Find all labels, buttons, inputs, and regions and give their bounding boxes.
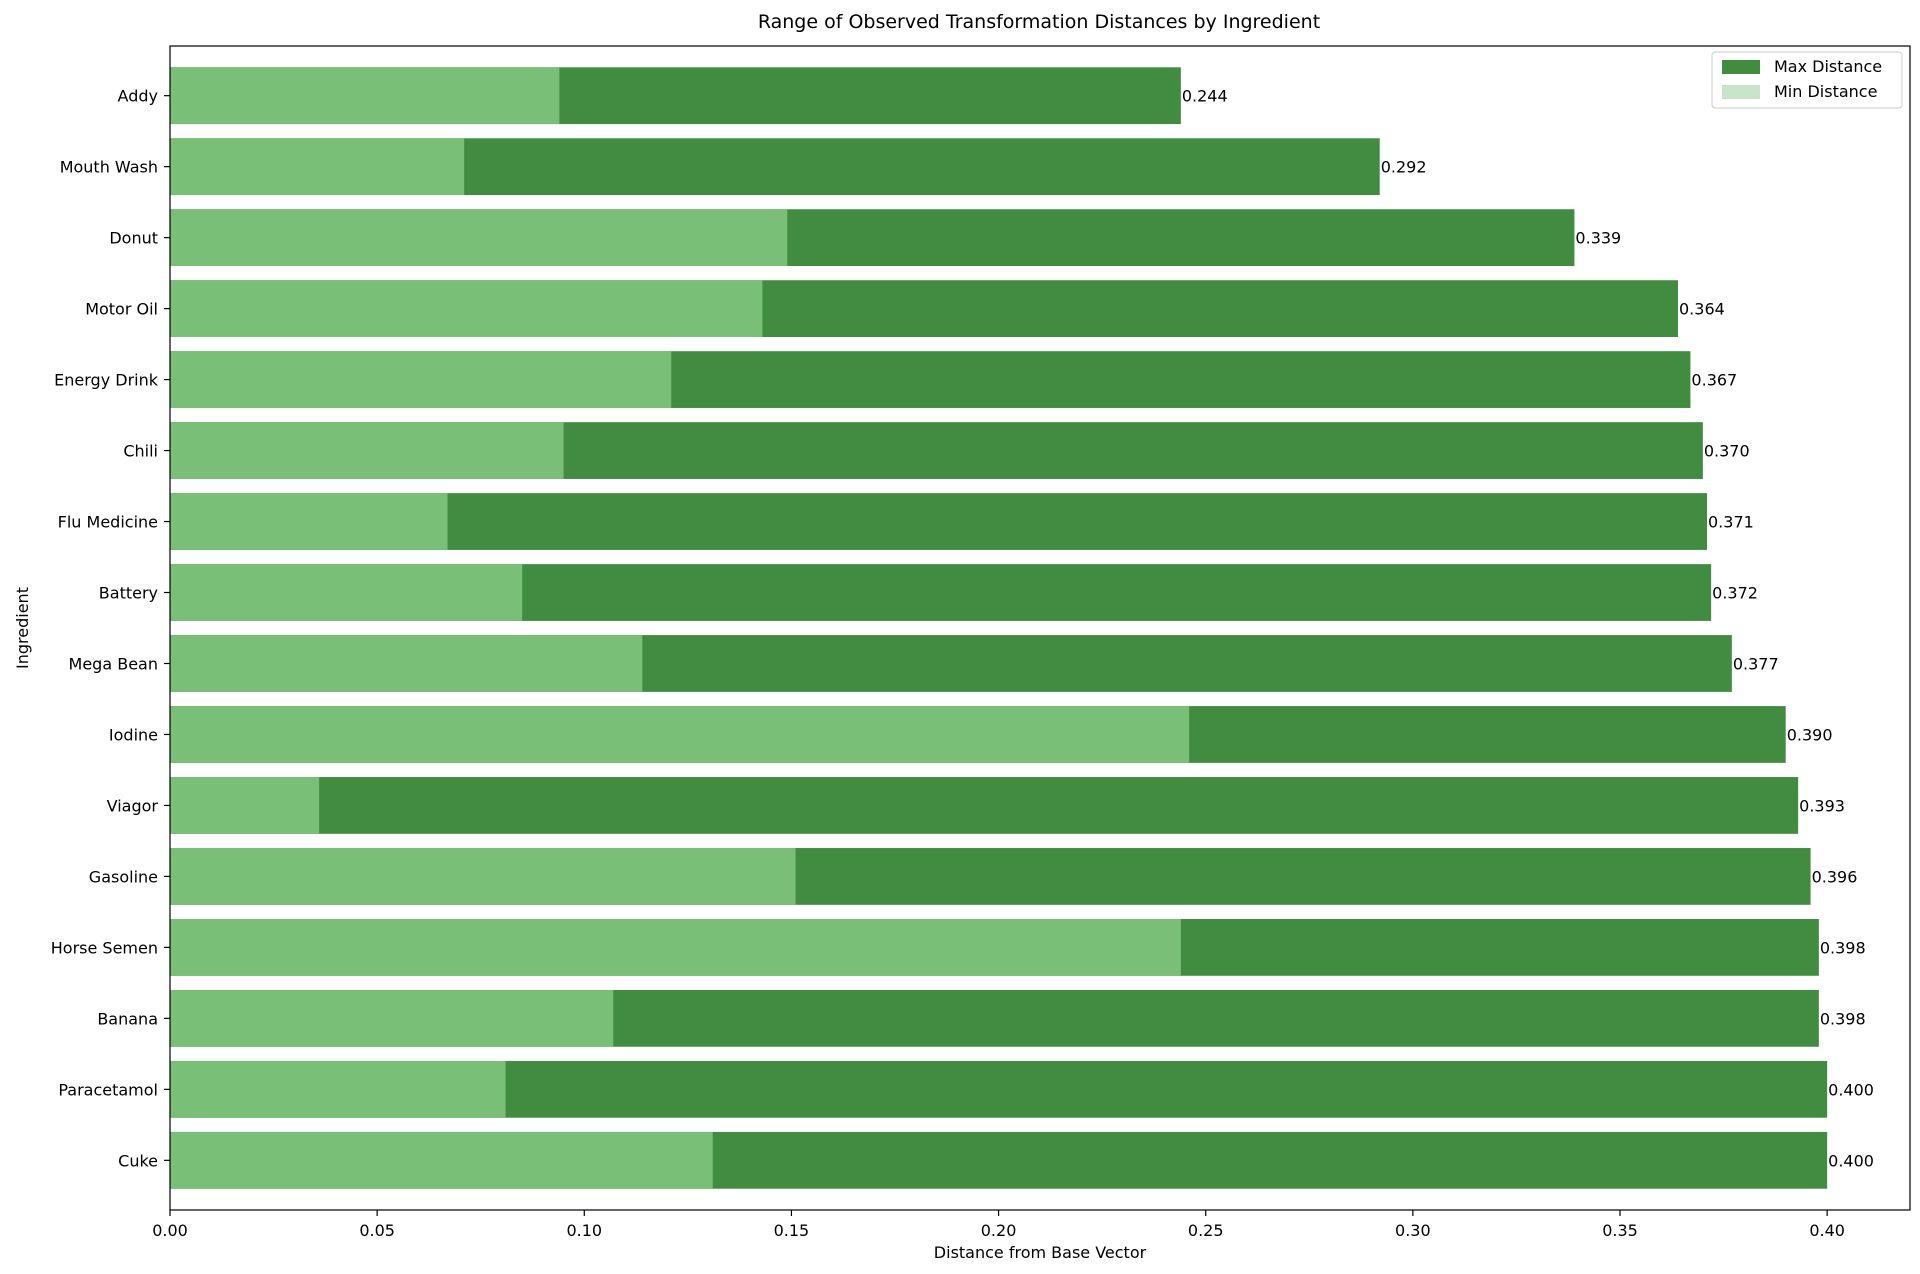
y-tick-label: Donut	[109, 229, 158, 248]
bar-min	[170, 635, 643, 692]
bar-value-label: 0.367	[1691, 371, 1737, 390]
y-tick-label: Viagor	[107, 796, 159, 815]
y-tick-label: Cuke	[118, 1151, 158, 1170]
y-tick-label: Gasoline	[89, 867, 158, 886]
y-tick-label: Battery	[99, 584, 158, 603]
y-axis-label: Ingredient	[13, 587, 32, 669]
y-tick-label: Horse Semen	[51, 938, 158, 957]
bar-min	[170, 1060, 506, 1118]
x-axis-label: Distance from Base Vector	[934, 1243, 1147, 1262]
bar-min	[170, 493, 448, 550]
legend: Max Distance Min Distance	[1711, 51, 1903, 109]
bar-min	[170, 706, 1190, 763]
bar-min	[170, 777, 320, 834]
bar-value-label: 0.400	[1828, 1080, 1874, 1099]
y-tick-label: Mega Bean	[69, 654, 158, 673]
y-tick-label: Energy Drink	[54, 371, 159, 390]
bar-value-label: 0.393	[1799, 796, 1845, 815]
bar-value-label: 0.398	[1820, 1009, 1866, 1028]
x-tick-label: 0.00	[152, 1221, 188, 1240]
bar-value-label: 0.396	[1812, 867, 1858, 886]
bar-value-label: 0.398	[1820, 938, 1866, 957]
legend-label-max: Max Distance	[1774, 57, 1882, 76]
plot-frame	[169, 45, 1911, 1211]
y-tick-label: Mouth Wash	[60, 158, 158, 177]
y-tick-label: Banana	[97, 1009, 158, 1028]
x-tick-label: 0.10	[566, 1221, 602, 1240]
x-tick-label: 0.15	[774, 1221, 810, 1240]
bar-min	[170, 564, 523, 621]
chart-title: Range of Observed Transformation Distanc…	[758, 11, 1320, 33]
bar-value-label: 0.292	[1381, 158, 1427, 177]
bar-value-label: 0.371	[1708, 513, 1754, 532]
bar-min	[170, 919, 1181, 976]
y-tick-label: Motor Oil	[85, 300, 158, 319]
bar-max	[170, 777, 1799, 834]
y-tick-label: Flu Medicine	[58, 513, 158, 532]
x-tick-label: 0.25	[1188, 1221, 1224, 1240]
bar-value-label: 0.400	[1828, 1151, 1874, 1170]
bar-value-label: 0.370	[1704, 442, 1750, 461]
bar-value-label: 0.339	[1575, 229, 1621, 248]
bar-value-label: 0.372	[1712, 584, 1758, 603]
bar-value-label: 0.377	[1733, 654, 1779, 673]
y-tick-label: Iodine	[109, 725, 158, 744]
x-tick-label: 0.30	[1395, 1221, 1431, 1240]
bar-min	[170, 209, 788, 267]
bar-min	[170, 280, 763, 337]
y-tick-label: Paracetamol	[58, 1080, 158, 1099]
bar-min	[170, 138, 465, 196]
bar-min	[170, 351, 672, 408]
data-labels-layer: 0.244 0.292 0.339 0.364 0.367 0.370 0.371 0.372…	[1182, 87, 1874, 1171]
x-axis-ticks: 0.00 0.05 0.10 0.15 0.20 0.25 0.30 0.35 0.40	[152, 1210, 1845, 1240]
bar-min	[170, 1131, 713, 1189]
x-tick-label: 0.35	[1602, 1221, 1638, 1240]
x-tick-label: 0.20	[981, 1221, 1017, 1240]
bar-min	[170, 848, 796, 905]
bar-value-label: 0.244	[1182, 87, 1228, 106]
bar-min	[170, 989, 614, 1047]
y-tick-label: Addy	[118, 87, 158, 106]
y-axis-ticks: Addy Mouth Wash Donut Motor Oil Energy Drink…	[51, 87, 170, 1170]
legend-swatch-min	[1722, 85, 1760, 99]
legend-label-min: Min Distance	[1774, 82, 1877, 101]
legend-swatch-max	[1722, 60, 1760, 74]
x-tick-label: 0.05	[359, 1221, 395, 1240]
x-tick-label: 0.40	[1809, 1221, 1845, 1240]
y-tick-label: Chili	[123, 442, 158, 461]
bar-value-label: 0.390	[1787, 725, 1833, 744]
bar-value-label: 0.364	[1679, 300, 1725, 319]
bar-min	[170, 422, 564, 479]
bar-min	[170, 67, 560, 125]
bars-layer	[170, 67, 1828, 1189]
